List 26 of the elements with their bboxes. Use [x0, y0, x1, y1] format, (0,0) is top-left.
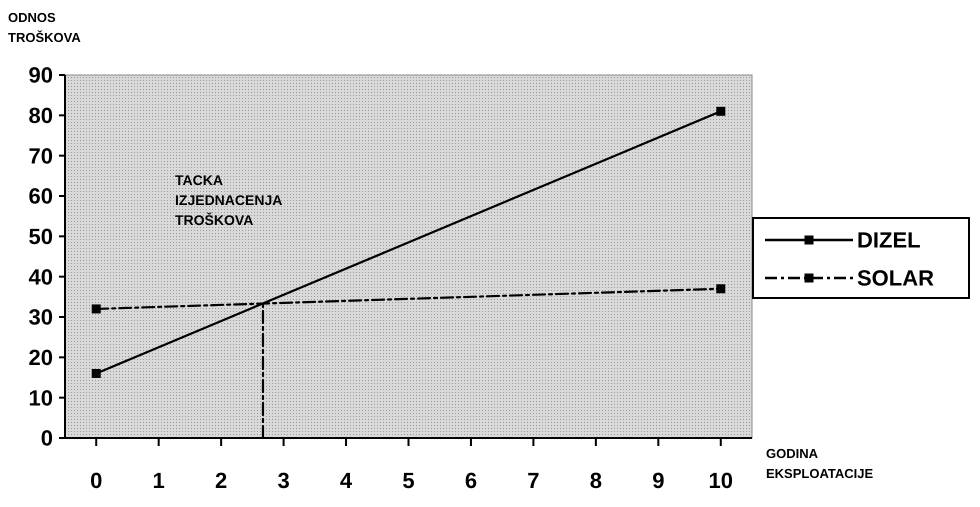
x-tick-label: 7	[527, 468, 540, 493]
x-tick-label: 6	[464, 468, 478, 493]
y-tick-label: 60	[28, 184, 53, 209]
x-tick-label: 9	[652, 468, 664, 493]
x-tick-label: 0	[90, 468, 102, 493]
x-tick-label: 4	[340, 468, 353, 493]
x-tick-label: 10	[708, 468, 734, 493]
x-axis-title: GODINA EKSPLOATACIJE	[766, 446, 874, 481]
y-tick-label: 20	[28, 345, 53, 370]
y-tick-label: 70	[28, 143, 53, 168]
y-tick-label: 0	[40, 426, 53, 451]
legend-label: DIZEL	[857, 228, 921, 253]
legend-label: SOLAR	[857, 266, 934, 291]
x-tick-label: 3	[277, 468, 290, 493]
x-tick-label: 2	[215, 468, 228, 493]
y-tick-label: 90	[28, 62, 53, 88]
x-tick-label: 8	[590, 468, 602, 493]
x-tick-label: 5	[402, 468, 415, 493]
y-tick-label: 80	[28, 103, 53, 128]
y-tick-label: 30	[28, 304, 53, 330]
x-tick-label: 1	[152, 468, 165, 493]
y-axis-title: ODNOS TROŠKOVA	[8, 10, 82, 45]
y-tick-label: 50	[28, 224, 53, 250]
y-tick-label: 40	[28, 264, 53, 290]
annotation: TACKA IZJEDNACENJA TROŠKOVA	[175, 172, 282, 228]
y-tick-label: 10	[28, 385, 53, 410]
